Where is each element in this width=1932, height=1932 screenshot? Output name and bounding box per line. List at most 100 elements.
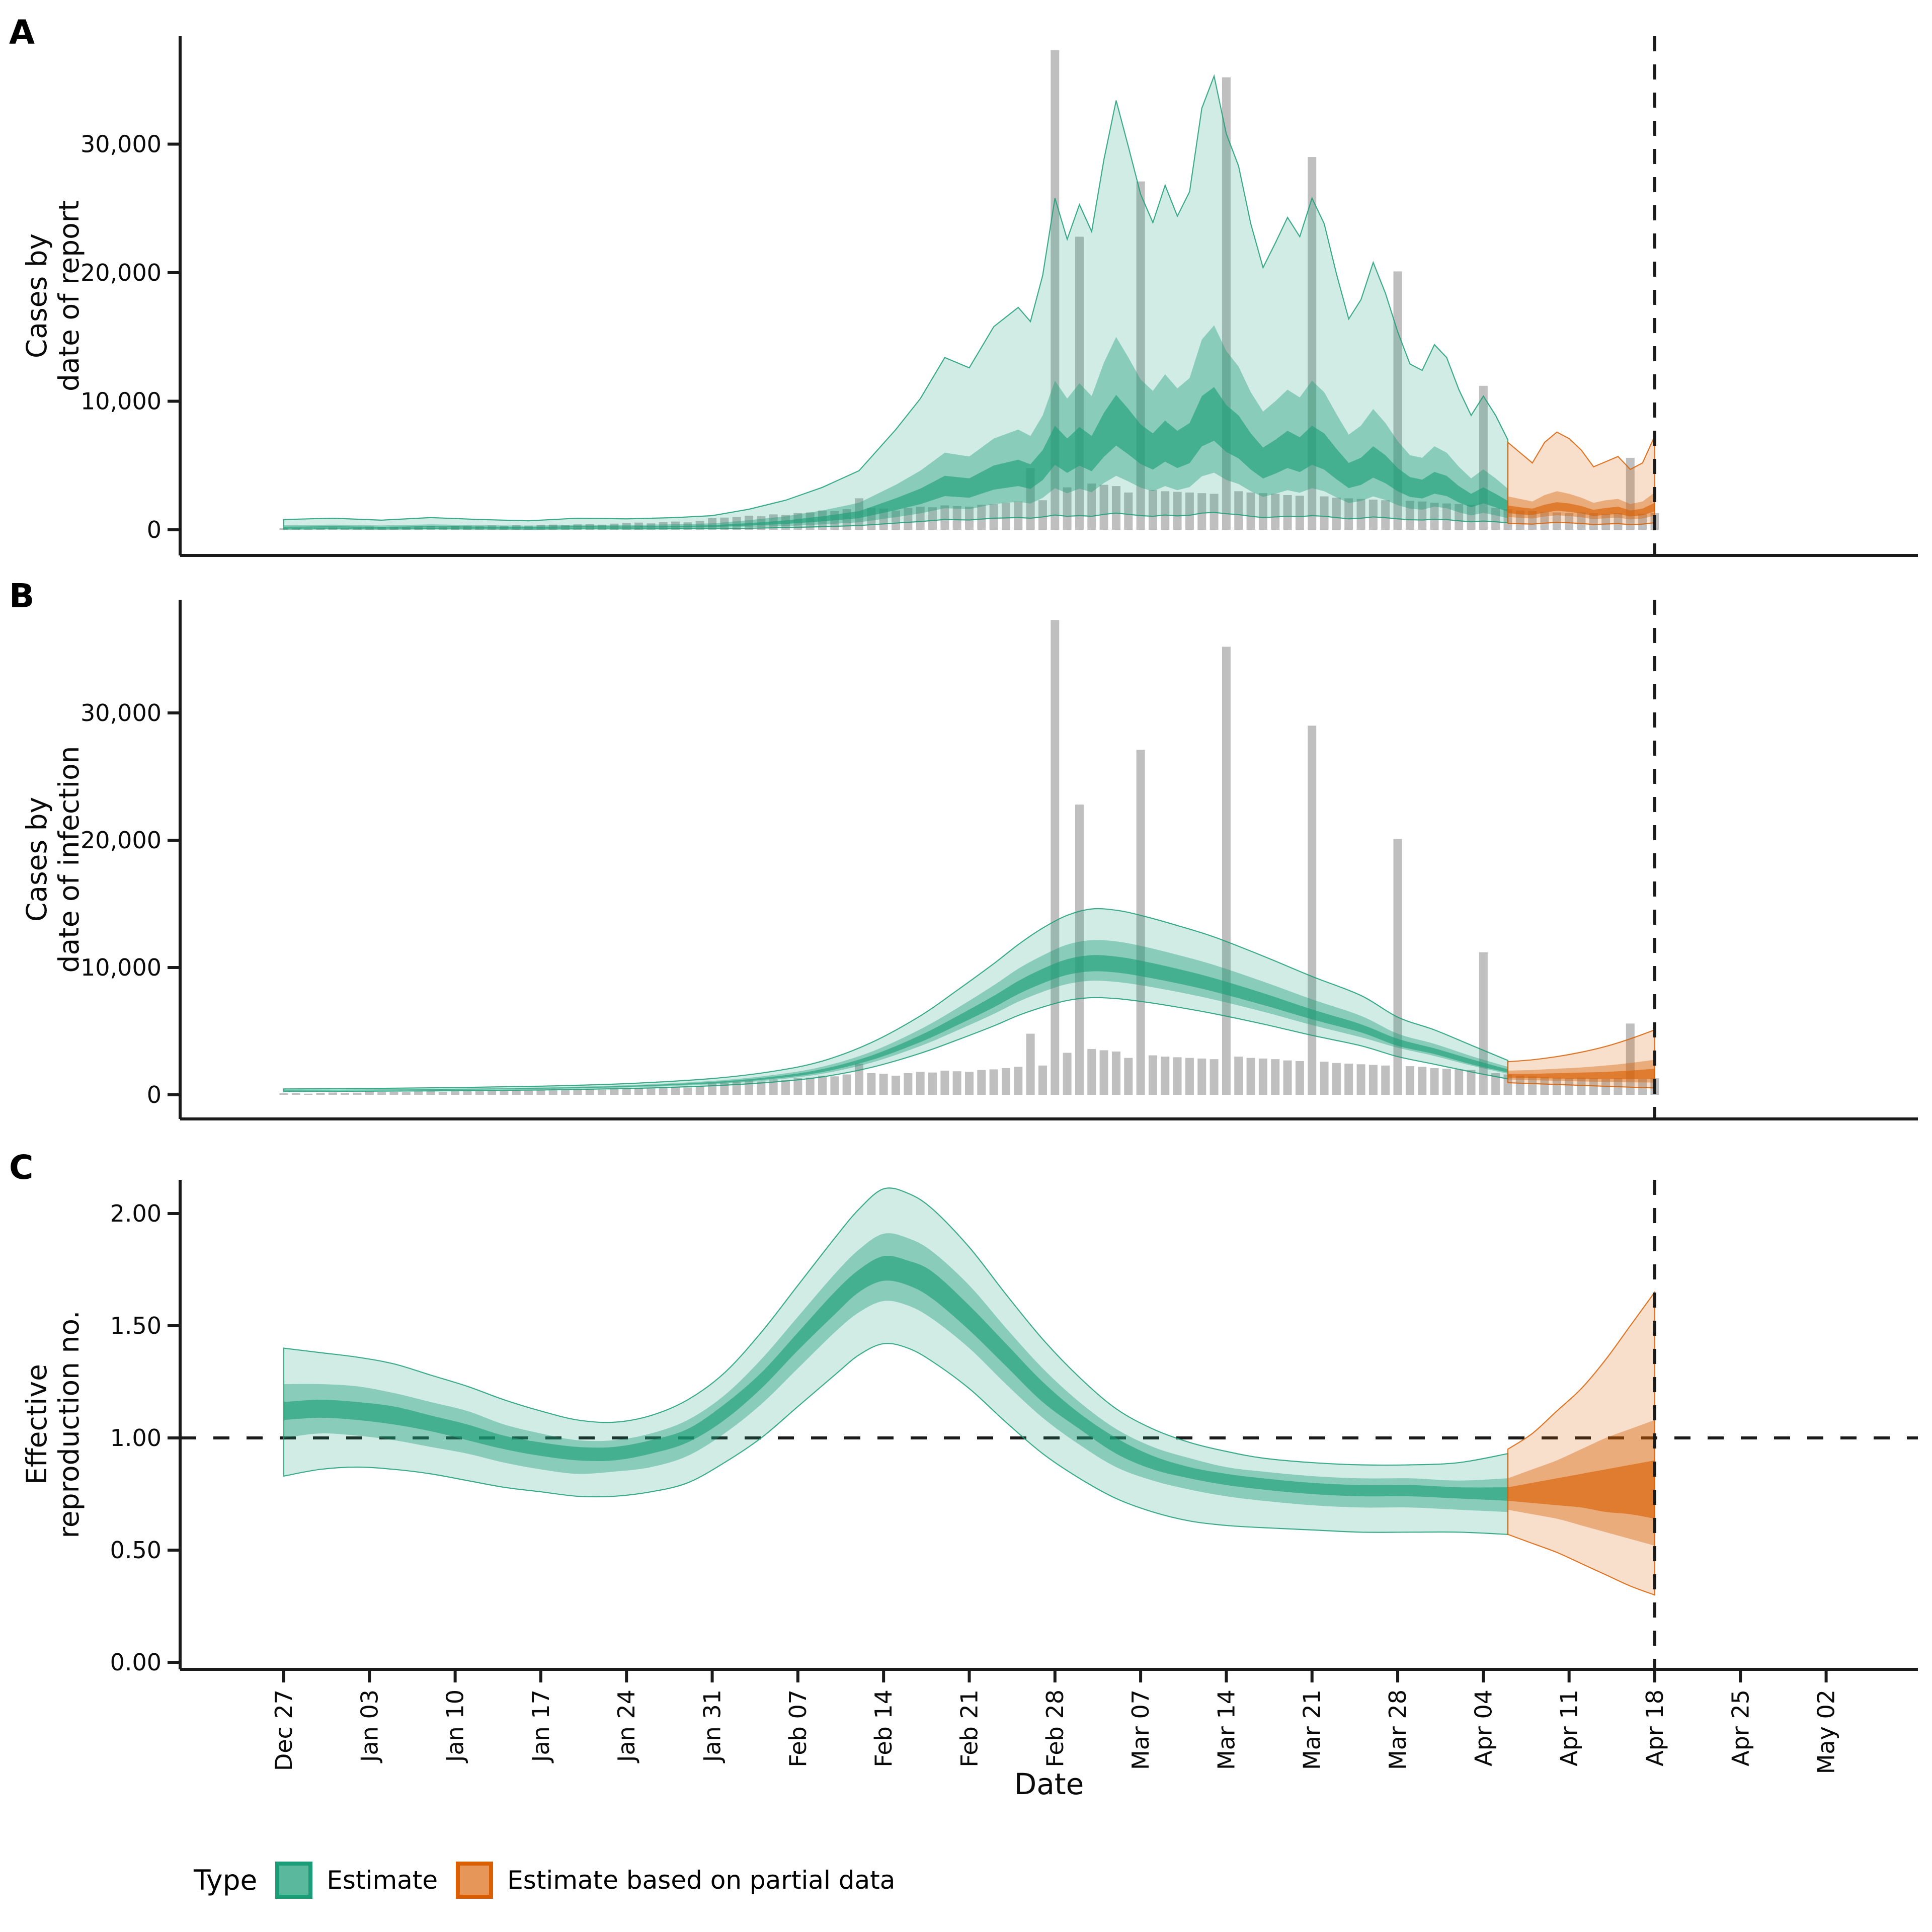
credible-interval-band — [1508, 502, 1655, 517]
case-bar — [512, 1090, 521, 1095]
case-bar — [1258, 1058, 1267, 1095]
case-bar — [1136, 750, 1145, 1095]
case-bar — [892, 1076, 900, 1095]
case-bar — [928, 507, 937, 530]
x-tick-label: Dec 27 — [270, 1689, 297, 1771]
case-bar — [1014, 501, 1023, 530]
case-bar — [353, 1092, 362, 1095]
y-tick-label: 20,000 — [80, 827, 162, 854]
case-bar — [1577, 512, 1586, 530]
partial-estimate-ribbon — [1507, 1029, 1656, 1089]
case-bar — [1589, 1078, 1598, 1095]
case-bar — [1577, 1077, 1586, 1095]
case-bar — [867, 1073, 876, 1095]
case-bar — [1601, 1079, 1611, 1095]
x-axis-title: Date — [1014, 1767, 1084, 1801]
case-bar — [634, 1087, 643, 1095]
case-bar — [1038, 500, 1047, 530]
y-tick-label: 0.50 — [110, 1537, 162, 1564]
case-bar — [1467, 1070, 1476, 1095]
case-bar — [548, 1089, 557, 1095]
case-bar — [1173, 492, 1182, 530]
panel-b-y-axis-title: Cases by date of infection — [21, 746, 85, 973]
case-bar — [1491, 508, 1500, 530]
case-bar — [1185, 492, 1194, 530]
case-bar — [365, 1091, 374, 1095]
case-bar — [536, 1090, 545, 1095]
case-bar — [1503, 1074, 1512, 1095]
case-bar — [279, 1093, 288, 1095]
y-tick-label: 2.00 — [110, 1200, 162, 1227]
case-bar — [1601, 514, 1611, 530]
panel-c-y-axis-title: Effective reproduction no. — [21, 1310, 85, 1539]
case-bar — [1455, 504, 1464, 530]
case-bar — [1087, 1049, 1096, 1095]
case-bar — [585, 1089, 594, 1095]
case-bar — [830, 1076, 839, 1095]
case-bar — [879, 1074, 888, 1095]
case-bar — [1111, 486, 1120, 530]
case-bar — [1356, 1064, 1365, 1095]
x-tick-label: Mar 21 — [1299, 1689, 1326, 1770]
case-bar — [1087, 484, 1096, 530]
case-bar — [1565, 513, 1574, 530]
case-bar — [622, 523, 631, 530]
case-bar — [451, 526, 460, 530]
y-tick-label: 30,000 — [80, 699, 162, 727]
case-bar — [451, 1091, 460, 1095]
case-bar — [1210, 494, 1219, 530]
case-bar — [1063, 1053, 1072, 1095]
case-bar — [341, 1093, 350, 1095]
y-tick-label: 1.50 — [110, 1312, 162, 1339]
case-bar — [475, 526, 484, 530]
case-bar — [426, 1091, 435, 1095]
case-bar — [1320, 496, 1329, 530]
case-bar — [1455, 1069, 1464, 1095]
case-bar — [1332, 498, 1341, 530]
x-tick-label: Feb 14 — [870, 1689, 897, 1767]
case-bar — [328, 1092, 337, 1095]
y-tick-label: 10,000 — [80, 388, 162, 415]
x-tick-label: Jan 31 — [699, 1689, 726, 1763]
case-bar — [732, 517, 741, 530]
case-bar — [488, 1090, 497, 1095]
case-bar — [916, 1072, 925, 1095]
case-bar — [1381, 1065, 1390, 1095]
case-bar — [1332, 1063, 1341, 1095]
case-bar — [1540, 512, 1549, 530]
partial-estimate-ribbon — [1507, 431, 1656, 525]
case-bar — [806, 1077, 815, 1095]
case-bar — [940, 505, 949, 530]
case-bar — [1161, 491, 1170, 530]
case-bar — [671, 1086, 680, 1095]
case-bar — [1148, 1055, 1157, 1095]
case-bar — [291, 1093, 300, 1095]
case-bar — [1271, 1059, 1280, 1095]
x-tick-label: Feb 28 — [1041, 1689, 1069, 1767]
case-bar — [683, 1087, 692, 1095]
case-bar — [818, 1076, 827, 1095]
case-bar — [1418, 501, 1427, 530]
credible-interval-band — [1508, 1460, 1655, 1519]
case-bar — [781, 1080, 790, 1095]
case-bar — [695, 1086, 704, 1095]
x-tick-label: Jan 24 — [613, 1689, 640, 1763]
case-bar — [916, 507, 925, 530]
x-tick-label: May 02 — [1813, 1689, 1840, 1774]
case-bar — [671, 521, 680, 530]
x-tick-label: Feb 21 — [955, 1689, 983, 1767]
case-bar — [401, 1092, 411, 1095]
case-bar — [1467, 505, 1476, 530]
case-bar — [1124, 492, 1133, 530]
case-bar — [475, 1091, 484, 1095]
case-bar — [1638, 1079, 1647, 1095]
case-bar — [1124, 1058, 1133, 1095]
case-bar — [1283, 1060, 1292, 1095]
estimate-ribbon — [283, 908, 1509, 1092]
case-bar — [1075, 804, 1084, 1095]
case-bar — [1552, 1077, 1561, 1095]
case-bar — [1161, 1057, 1170, 1095]
case-bar — [463, 1090, 472, 1095]
